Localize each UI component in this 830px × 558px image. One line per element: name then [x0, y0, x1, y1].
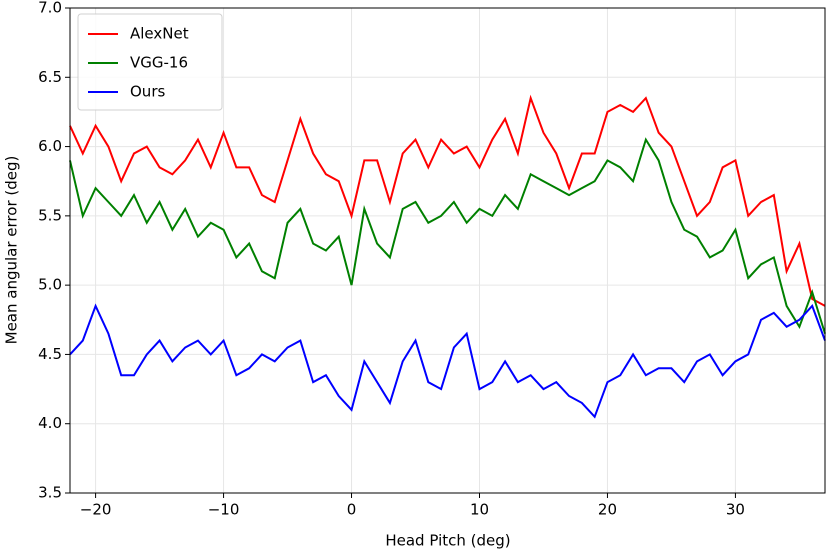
x-tick-label: 20 — [598, 501, 617, 519]
legend-box — [77, 13, 223, 111]
y-tick-label: 4.0 — [38, 414, 62, 432]
x-tick-label: 30 — [726, 501, 745, 519]
x-tick-label: 0 — [347, 501, 357, 519]
y-tick-label: 5.5 — [38, 206, 62, 224]
x-tick-label: −20 — [80, 501, 112, 519]
y-tick-label: 3.5 — [38, 484, 62, 502]
legend-label: AlexNet — [130, 25, 189, 43]
legend-label: VGG-16 — [130, 54, 188, 72]
y-tick-label: 6.0 — [38, 137, 62, 155]
x-axis-label: Head Pitch (deg) — [385, 532, 510, 550]
x-tick-label: 10 — [470, 501, 489, 519]
line-series — [69, 94, 826, 307]
line-series — [69, 303, 826, 419]
legend-label: Ours — [130, 83, 165, 101]
line-series — [69, 137, 826, 334]
y-tick-label: 7.0 — [38, 0, 62, 17]
legend: AlexNet VGG-16 Ours — [77, 13, 223, 111]
y-tick-label: 6.5 — [38, 68, 62, 86]
x-tick-label: −10 — [208, 501, 240, 519]
y-tick-label: 4.5 — [38, 345, 62, 363]
y-tick-label: 5.0 — [38, 276, 62, 294]
plot-frame — [69, 7, 826, 494]
y-axis-label: Mean angular error (deg) — [3, 156, 21, 345]
